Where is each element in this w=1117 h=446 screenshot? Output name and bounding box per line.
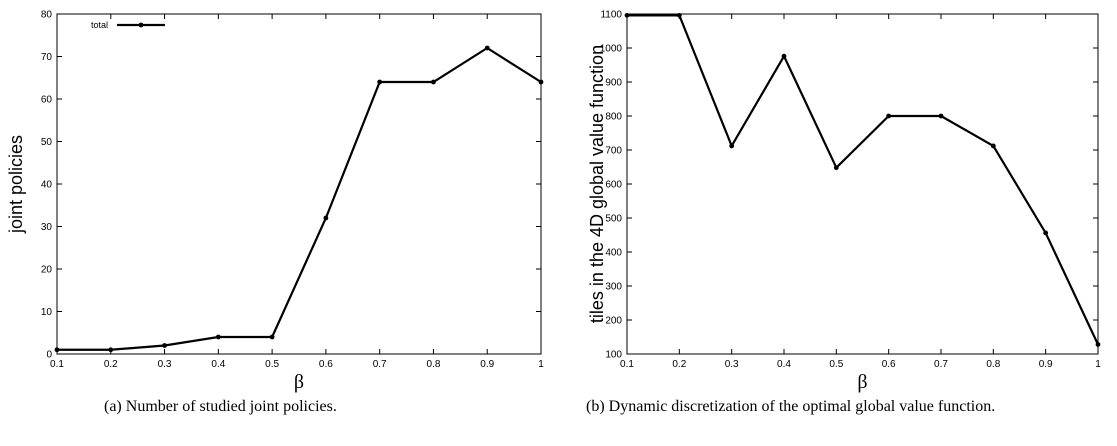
x-tick-label: 0.6 <box>882 359 896 370</box>
data-point <box>781 53 787 59</box>
data-point <box>377 79 383 85</box>
x-tick-label: 0.7 <box>373 359 387 370</box>
data-point <box>886 113 892 119</box>
x-tick-label: 1 <box>538 359 544 370</box>
data-point <box>108 347 114 353</box>
chart-joint-policies: 0.1 0.2 0.3 0.4 0.5 0.6 0.7 0.8 0.9 1010203040506… <box>6 10 544 394</box>
data-point <box>938 113 944 119</box>
x-axis-label: β <box>857 371 867 393</box>
y-tick-label: 900 <box>605 78 622 89</box>
data-point <box>833 165 839 171</box>
y-tick-label: 1100 <box>600 10 622 21</box>
x-tick-label: 0.1 <box>50 359 64 370</box>
x-tick-label: 0.6 <box>319 359 333 370</box>
y-tick-label: 300 <box>605 282 622 293</box>
y-tick-label: 500 <box>605 214 622 225</box>
plot-frame <box>56 13 542 355</box>
data-point <box>54 347 60 353</box>
y-tick-label: 10 <box>41 307 53 318</box>
y-axis-label: tiles in the 4D global value function <box>587 45 607 323</box>
data-point <box>624 12 630 18</box>
data-point <box>431 79 436 85</box>
y-tick-label: 800 <box>605 112 622 123</box>
x-tick-label: 0.7 <box>934 359 948 370</box>
chart-tiles: 0.1 0.2 0.3 0.4 0.5 0.6 0.7 0.8 0.9 1100200300400… <box>587 10 1101 394</box>
x-tick-label: 0.4 <box>777 359 791 370</box>
y-tick-label: 80 <box>41 10 53 21</box>
x-tick-label: 0.8 <box>426 359 440 370</box>
y-tick-label: 20 <box>41 265 53 276</box>
x-tick-label: 0.4 <box>211 359 225 370</box>
y-tick-label: 600 <box>605 180 622 191</box>
data-point <box>538 79 544 85</box>
y-tick-label: 100 <box>605 350 622 361</box>
y-tick-label: 70 <box>41 52 53 63</box>
data-point <box>484 45 490 51</box>
data-point <box>269 334 275 340</box>
series-line <box>57 46 542 351</box>
x-tick-label: 0.8 <box>986 359 1000 370</box>
plot-frame <box>626 13 1099 355</box>
x-tick-label: 1 <box>1095 359 1101 370</box>
y-tick-label: 1000 <box>600 44 623 55</box>
x-tick-label: 0.5 <box>265 359 279 370</box>
y-tick-label: 50 <box>41 137 53 148</box>
caption-a: (a) Number of studied joint policies. <box>104 398 337 415</box>
y-tick-label: 0 <box>46 350 52 361</box>
x-tick-label: 0.9 <box>1039 359 1053 370</box>
y-tick-label: 60 <box>41 95 53 106</box>
y-tick-label: 40 <box>41 180 53 191</box>
caption-b: (b) Dynamic discretization of the optima… <box>586 398 996 415</box>
x-tick-label: 0.5 <box>829 359 843 370</box>
y-tick-label: 30 <box>41 222 53 233</box>
legend-label: total <box>91 20 108 30</box>
x-axis-label: β <box>294 371 304 393</box>
data-point <box>990 143 996 149</box>
data-point <box>1095 342 1101 347</box>
data-point <box>676 12 682 18</box>
data-point <box>323 215 329 221</box>
x-tick-label: 0.3 <box>725 359 739 370</box>
y-tick-label: 400 <box>605 248 622 259</box>
data-point <box>162 343 167 348</box>
data-point <box>729 143 735 149</box>
x-tick-label: 0.2 <box>672 359 686 370</box>
y-tick-label: 200 <box>605 316 622 327</box>
legend-marker <box>138 22 144 28</box>
data-point <box>215 334 221 340</box>
y-axis-label: joint policies <box>6 135 26 234</box>
x-tick-label: 0.9 <box>480 359 494 370</box>
data-point <box>1043 230 1049 236</box>
y-tick-label: 700 <box>605 146 622 157</box>
x-tick-label: 0.3 <box>158 359 172 370</box>
x-tick-label: 0.1 <box>620 359 634 370</box>
x-tick-label: 0.2 <box>104 359 118 370</box>
series-line <box>627 14 1099 345</box>
